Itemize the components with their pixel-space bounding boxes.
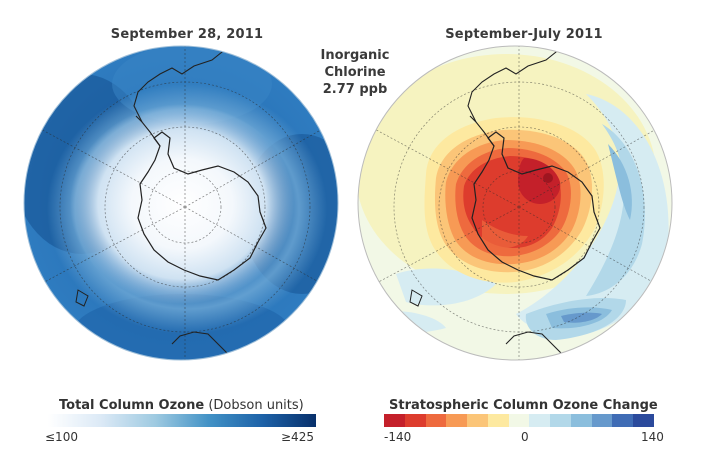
change-tick-max: 140 bbox=[641, 430, 664, 444]
change-colorbar-segment bbox=[633, 414, 654, 427]
chlorine-line-3: 2.77 ppb bbox=[322, 82, 388, 97]
change-tick-min: -140 bbox=[384, 430, 412, 444]
change-colorbar-segment bbox=[529, 414, 551, 427]
chlorine-line-1: Inorganic bbox=[320, 48, 390, 63]
chlorine-annotation: Inorganic Chlorine 2.77 ppb bbox=[305, 47, 405, 98]
ozone-legend-label: Total Column Ozone bbox=[59, 398, 205, 413]
change-tick-mid: 0 bbox=[521, 430, 529, 444]
change-legend-title: Stratospheric Column Ozone Change bbox=[389, 398, 658, 413]
ozone-colorbar bbox=[48, 414, 316, 427]
change-colorbar-segment bbox=[591, 414, 613, 427]
ozone-tick-max: ≥425 bbox=[281, 430, 314, 444]
change-colorbar bbox=[384, 414, 654, 427]
ozone-tick-min: ≤100 bbox=[45, 430, 78, 444]
change-colorbar-segment bbox=[612, 414, 634, 427]
change-colorbar-segment bbox=[550, 414, 571, 427]
change-colorbar-segment bbox=[404, 414, 426, 427]
change-colorbar-segment bbox=[384, 414, 405, 427]
change-colorbar-segment bbox=[467, 414, 488, 427]
right-map-title: September-July 2011 bbox=[445, 27, 603, 42]
ozone-legend-title: Total Column Ozone (Dobson units) bbox=[59, 398, 304, 413]
ozone-change-globe-map bbox=[357, 45, 673, 361]
change-colorbar-segment bbox=[425, 414, 447, 427]
change-colorbar-segment bbox=[487, 414, 509, 427]
ozone-globe-map bbox=[23, 45, 339, 361]
left-map-title: September 28, 2011 bbox=[110, 27, 264, 42]
change-colorbar-segment bbox=[508, 414, 530, 427]
chlorine-line-2: Chlorine bbox=[324, 65, 386, 80]
change-colorbar-segment bbox=[570, 414, 592, 427]
ozone-legend-units: (Dobson units) bbox=[208, 398, 304, 413]
change-colorbar-segment bbox=[446, 414, 468, 427]
